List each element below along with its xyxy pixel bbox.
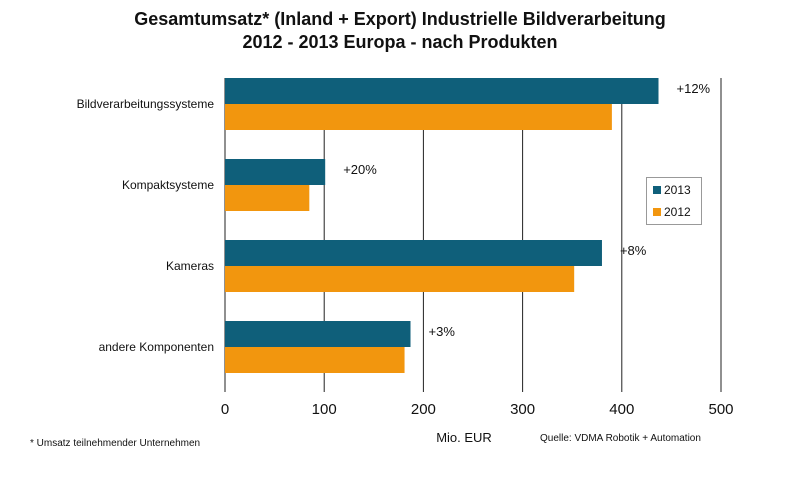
bar-2012-3 — [225, 347, 405, 373]
growth-annotation: +3% — [429, 324, 456, 339]
legend-item-2013: 2013 — [653, 183, 691, 197]
bar-2013-3 — [225, 321, 411, 347]
bar-2013-2 — [225, 240, 602, 266]
x-tick-label: 300 — [510, 401, 535, 418]
x-axis-label: Mio. EUR — [436, 430, 492, 445]
category-label: andere Komponenten — [99, 340, 214, 354]
x-tick-label: 0 — [221, 401, 229, 418]
legend-label-2012: 2012 — [664, 205, 691, 219]
growth-annotation: +12% — [677, 81, 711, 96]
growth-annotation: +20% — [343, 162, 377, 177]
category-label: Bildverarbeitungssysteme — [77, 97, 215, 111]
legend: 2013 2012 — [646, 177, 702, 225]
category-label: Kompaktsysteme — [122, 178, 214, 192]
bar-2013-0 — [225, 78, 659, 104]
legend-swatch-2012 — [653, 208, 661, 216]
source-note: Quelle: VDMA Robotik + Automation — [540, 433, 701, 444]
bar-2012-2 — [225, 266, 575, 292]
legend-label-2013: 2013 — [664, 183, 691, 197]
legend-item-2012: 2012 — [653, 205, 691, 219]
legend-swatch-2013 — [653, 186, 661, 194]
category-label: Kameras — [166, 259, 214, 273]
x-tick-label: 500 — [708, 401, 733, 418]
footnote: * Umsatz teilnehmender Unternehmen — [30, 438, 201, 449]
chart-subtitle: 2012 - 2013 Europa - nach Produkten — [242, 32, 558, 52]
x-tick-label: 200 — [411, 401, 436, 418]
growth-annotation: +8% — [620, 243, 647, 258]
chart-title: Gesamtumsatz* (Inland + Export) Industri… — [134, 9, 666, 29]
bar-2013-1 — [225, 159, 326, 185]
bar-2012-1 — [225, 185, 310, 211]
bar-2012-0 — [225, 104, 612, 130]
x-tick-label: 100 — [312, 401, 337, 418]
x-tick-label: 400 — [609, 401, 634, 418]
